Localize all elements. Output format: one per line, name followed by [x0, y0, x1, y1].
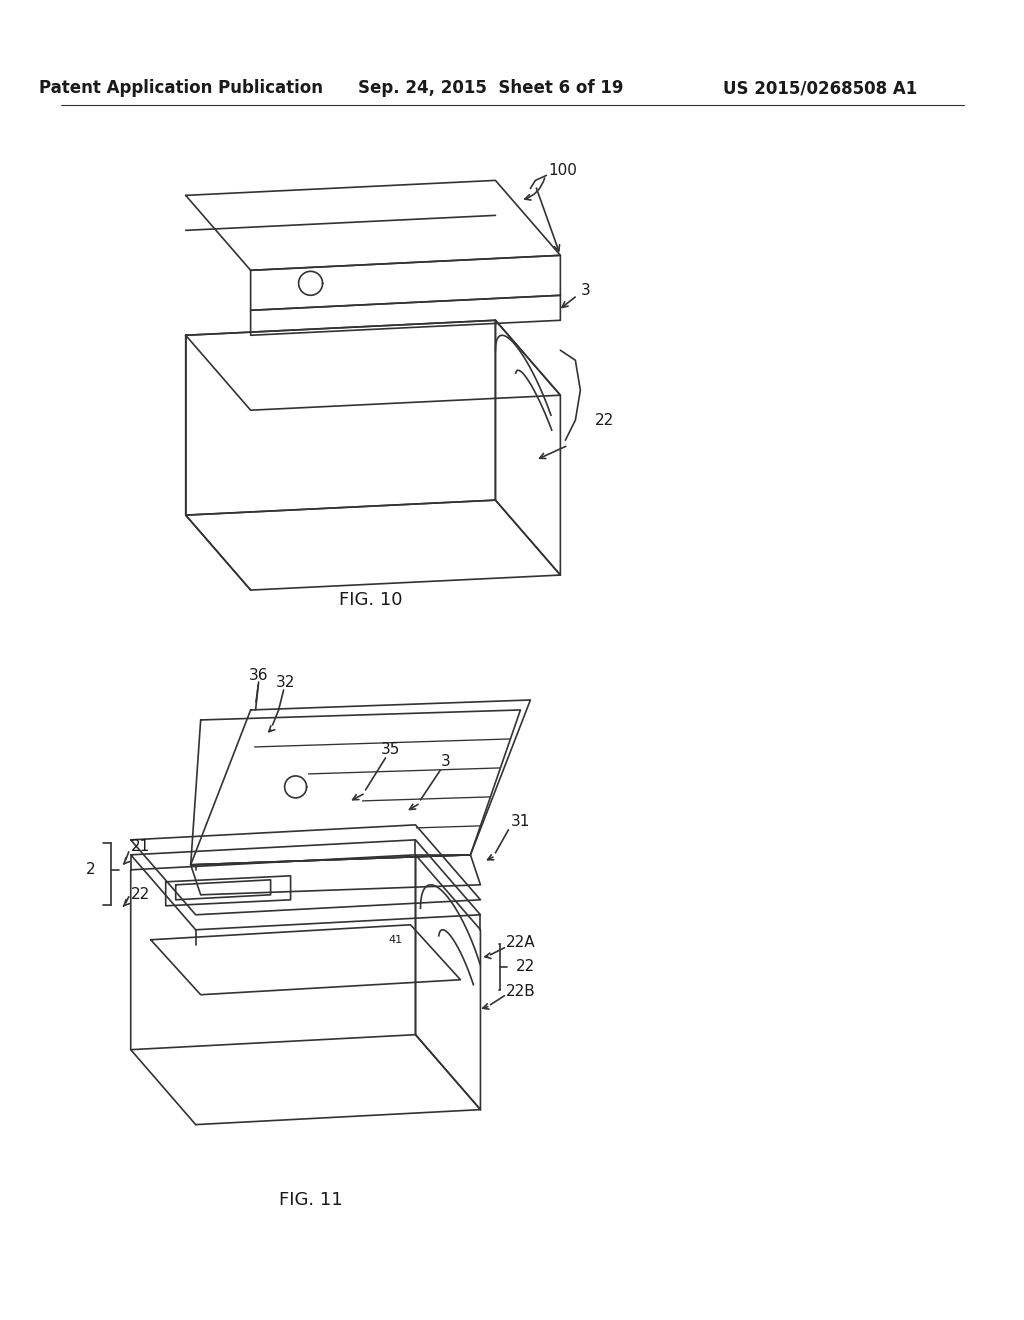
Text: 31: 31 [510, 814, 529, 829]
Text: 21: 21 [131, 840, 150, 854]
Text: 36: 36 [249, 668, 268, 684]
Text: 3: 3 [440, 755, 451, 770]
Text: 2: 2 [86, 862, 96, 878]
Text: 41: 41 [388, 935, 402, 945]
Text: FIG. 11: FIG. 11 [279, 1191, 342, 1209]
Text: FIG. 10: FIG. 10 [339, 591, 402, 609]
Text: 22B: 22B [506, 985, 536, 999]
Text: 32: 32 [275, 676, 295, 690]
Text: Patent Application Publication: Patent Application Publication [39, 79, 323, 98]
Text: Sep. 24, 2015  Sheet 6 of 19: Sep. 24, 2015 Sheet 6 of 19 [357, 79, 624, 98]
Text: 100: 100 [549, 162, 578, 178]
Text: 22A: 22A [506, 936, 536, 950]
Text: US 2015/0268508 A1: US 2015/0268508 A1 [723, 79, 918, 98]
Text: 35: 35 [381, 742, 400, 758]
Text: 3: 3 [581, 282, 590, 298]
Text: 22: 22 [515, 960, 535, 974]
Text: 22: 22 [131, 887, 150, 903]
Text: 22: 22 [595, 413, 614, 428]
